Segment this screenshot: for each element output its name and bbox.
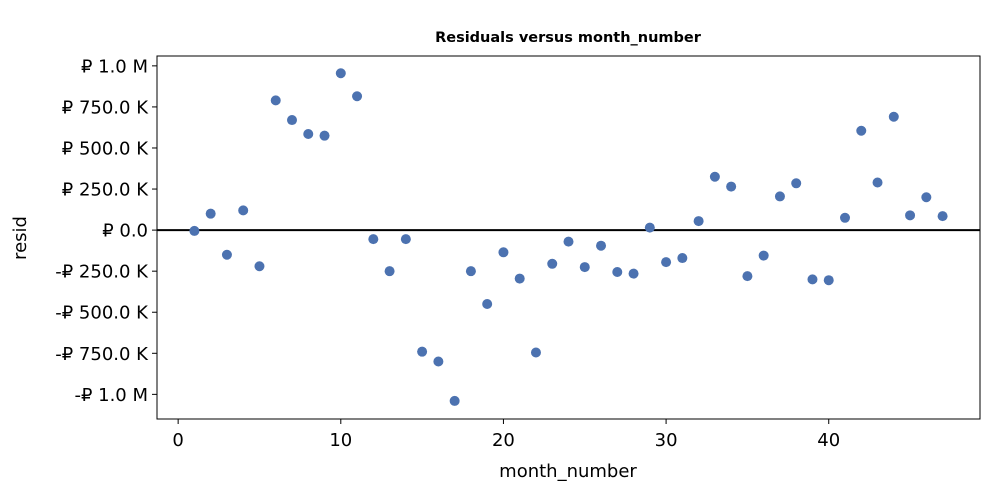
y-axis-label: resid (10, 216, 31, 260)
y-tick-label: -₽ 750.0 K (55, 344, 149, 365)
data-point (921, 192, 932, 203)
data-point (742, 271, 753, 282)
data-point (368, 234, 379, 245)
data-point (286, 115, 297, 126)
data-point (840, 212, 851, 223)
y-tick-label: ₽ 250.0 K (62, 180, 149, 201)
y-axis-ticks: ₽ 1.0 M ₽ 750.0 K ₽ 500.0 K ₽ 250.0 K ₽ 0.0 -… (55, 56, 157, 406)
data-points (189, 68, 948, 406)
data-point (465, 266, 476, 277)
data-point (498, 247, 509, 258)
y-tick-label: -₽ 1.0 M (74, 385, 148, 406)
data-point (726, 181, 737, 192)
y-tick-label: ₽ 1.0 M (81, 56, 148, 77)
data-point (709, 171, 720, 182)
data-point (303, 129, 314, 140)
data-point (205, 208, 216, 219)
data-point (514, 273, 525, 284)
data-point (189, 225, 200, 236)
data-point (335, 68, 346, 79)
data-point (774, 191, 785, 202)
x-tick-label: 0 (172, 430, 183, 451)
data-point (270, 95, 281, 106)
y-tick-label: ₽ 0.0 (102, 221, 148, 242)
data-point (628, 268, 639, 279)
data-point (758, 250, 769, 261)
data-point (547, 258, 558, 269)
data-point (823, 275, 834, 286)
data-point (644, 222, 655, 233)
data-point (563, 236, 574, 247)
data-point (482, 299, 493, 310)
data-point (221, 249, 232, 260)
data-point (856, 125, 867, 136)
data-point (352, 91, 363, 102)
plot-area-frame (156, 55, 981, 420)
data-point (400, 234, 411, 245)
data-point (596, 240, 607, 251)
data-point (791, 178, 802, 189)
data-point (530, 347, 541, 358)
data-point (872, 177, 883, 188)
data-point (905, 210, 916, 221)
x-axis-label: month_number (499, 461, 637, 482)
data-point (449, 395, 460, 406)
y-tick-label: -₽ 500.0 K (55, 303, 149, 324)
data-point (579, 262, 590, 273)
data-point (677, 253, 688, 264)
y-tick-label: ₽ 500.0 K (62, 138, 149, 159)
data-point (384, 266, 395, 277)
data-point (888, 111, 899, 122)
chart-title: Residuals versus month_number (435, 30, 702, 46)
x-axis-ticks: 0 10 20 30 40 (172, 419, 840, 451)
data-point (254, 261, 265, 272)
data-point (937, 211, 948, 222)
x-tick-label: 10 (329, 430, 352, 451)
x-tick-label: 20 (492, 430, 515, 451)
data-point (238, 205, 249, 216)
data-point (319, 130, 330, 141)
data-point (807, 274, 818, 285)
data-point (693, 216, 704, 227)
data-point (417, 346, 428, 357)
y-tick-label: -₽ 250.0 K (55, 262, 149, 283)
data-point (612, 266, 623, 277)
data-point (661, 257, 672, 268)
y-tick-label: ₽ 750.0 K (62, 97, 149, 118)
data-point (433, 356, 444, 367)
x-tick-label: 40 (817, 430, 840, 451)
x-tick-label: 30 (655, 430, 678, 451)
